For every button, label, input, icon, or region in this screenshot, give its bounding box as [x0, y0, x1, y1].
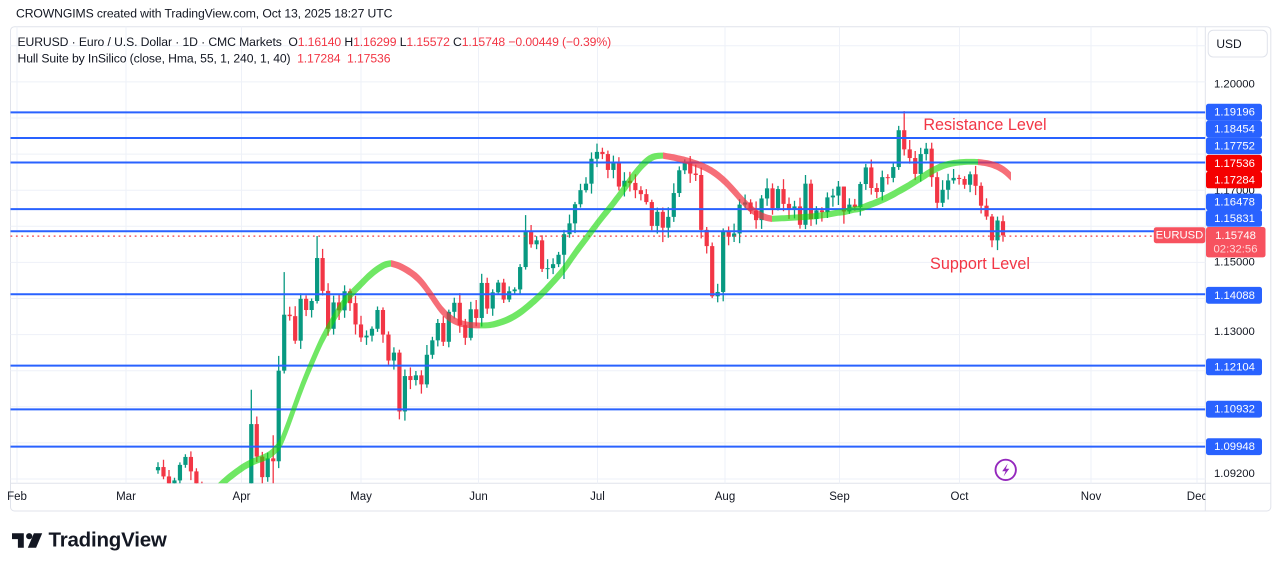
svg-text:02:32:56: 02:32:56: [1214, 243, 1258, 255]
svg-text:1.15000: 1.15000: [1214, 257, 1255, 269]
svg-text:1.17752: 1.17752: [1214, 140, 1255, 152]
svg-text:1.13000: 1.13000: [1214, 326, 1255, 338]
svg-text:Mar: Mar: [116, 491, 136, 503]
svg-text:Nov: Nov: [1081, 491, 1102, 503]
svg-text:1.15831: 1.15831: [1214, 213, 1255, 225]
svg-text:Sep: Sep: [829, 491, 849, 503]
svg-text:TradingView: TradingView: [49, 529, 167, 552]
svg-text:USD: USD: [1216, 37, 1242, 51]
svg-text:Feb: Feb: [7, 491, 27, 503]
svg-text:1.09200: 1.09200: [1214, 468, 1255, 480]
svg-text:Apr: Apr: [233, 491, 251, 503]
svg-text:Hull Suite by InSilico (close,: Hull Suite by InSilico (close, Hma, 55, …: [18, 52, 391, 66]
svg-text:1.10932: 1.10932: [1214, 404, 1255, 416]
svg-text:Oct: Oct: [951, 491, 970, 503]
svg-text:Jun: Jun: [469, 491, 488, 503]
svg-text:1.20000: 1.20000: [1214, 79, 1255, 91]
svg-text:1.17284: 1.17284: [1214, 174, 1255, 186]
svg-text:1.19196: 1.19196: [1214, 107, 1255, 119]
svg-text:Jul: Jul: [590, 491, 605, 503]
svg-text:1.12104: 1.12104: [1214, 361, 1255, 373]
svg-text:May: May: [350, 491, 372, 503]
svg-text:CROWNGIMS created with Trading: CROWNGIMS created with TradingView.com, …: [16, 7, 393, 21]
svg-text:Resistance Level: Resistance Level: [923, 116, 1046, 134]
svg-text:Aug: Aug: [715, 491, 735, 503]
svg-text:1.15748: 1.15748: [1215, 230, 1256, 242]
svg-text:1.14088: 1.14088: [1214, 290, 1255, 302]
svg-text:EURUSD · Euro / U.S. Dollar ·: EURUSD · Euro / U.S. Dollar · 1D · CMC M…: [18, 35, 612, 49]
svg-text:1.17536: 1.17536: [1214, 158, 1255, 170]
svg-text:Dec: Dec: [1187, 491, 1208, 503]
svg-text:EURUSD: EURUSD: [1156, 230, 1204, 242]
svg-text:1.16478: 1.16478: [1214, 197, 1255, 209]
svg-text:1.18454: 1.18454: [1214, 124, 1255, 136]
svg-text:1.09948: 1.09948: [1214, 441, 1255, 453]
svg-text:Support Level: Support Level: [930, 255, 1030, 273]
